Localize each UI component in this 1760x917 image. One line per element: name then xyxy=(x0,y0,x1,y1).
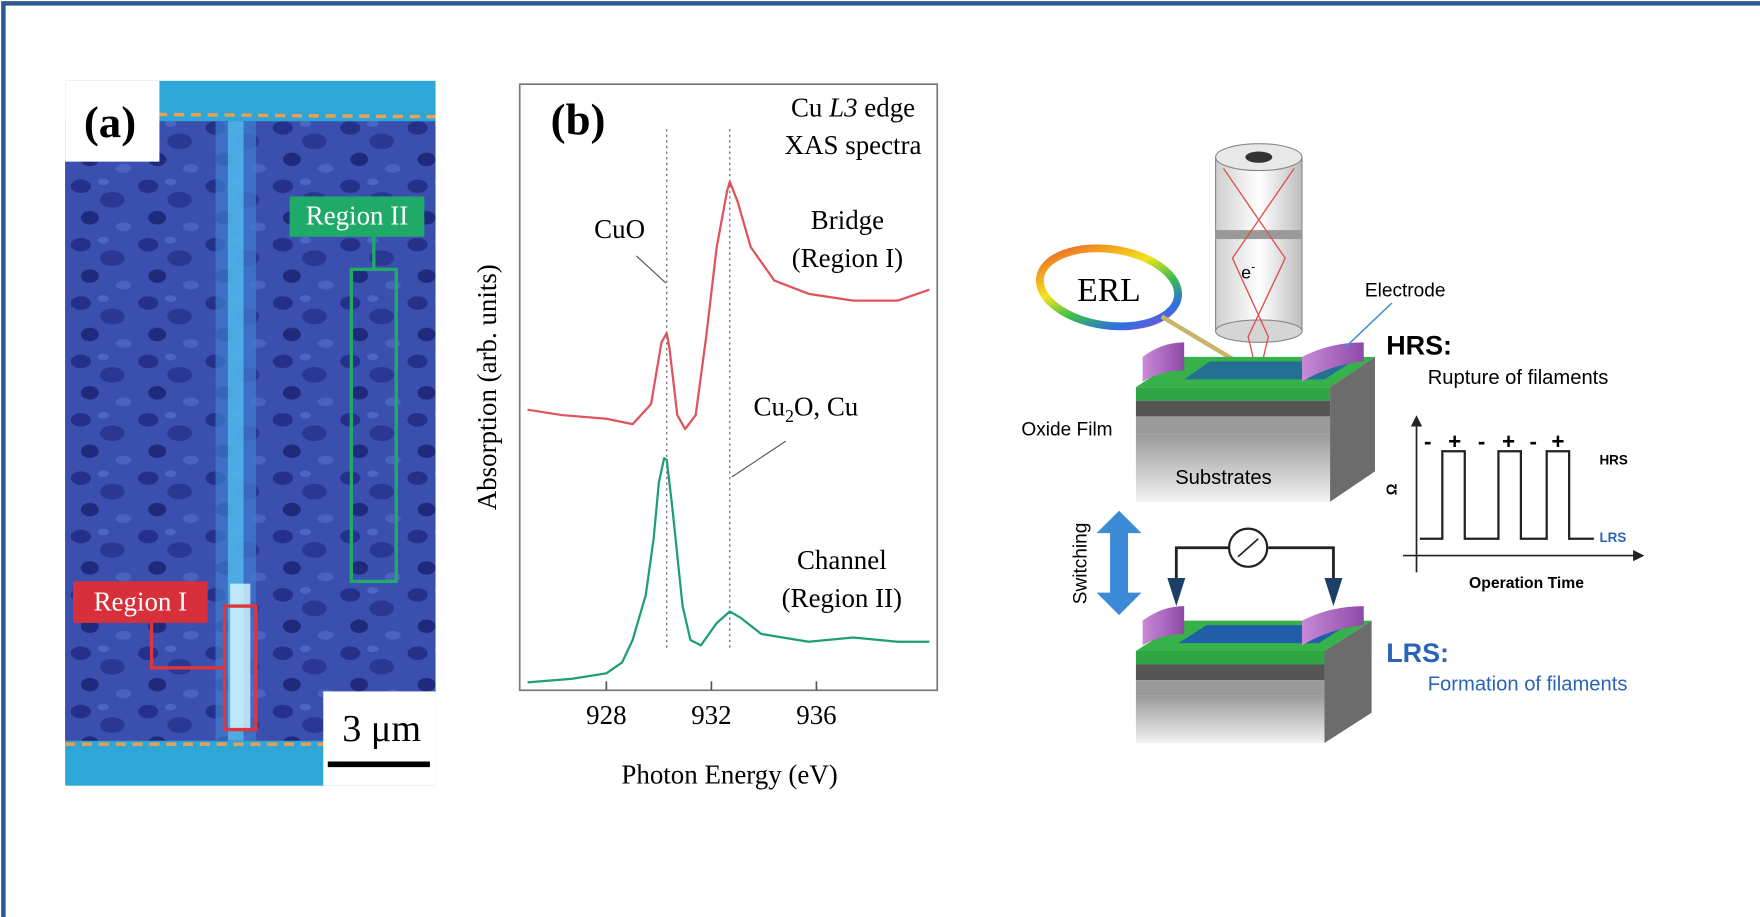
x-tick-label: 936 xyxy=(796,700,836,730)
oxide-label: Oxide Film xyxy=(1021,419,1112,440)
figure: (a) Region II Region I 3 μm (b) Cu L3 ed… xyxy=(0,0,1760,917)
pointer xyxy=(732,441,786,477)
column xyxy=(1216,157,1302,331)
lrs-text: Formation of filaments xyxy=(1428,673,1628,695)
sign: - xyxy=(1424,429,1431,454)
hrs-title: HRS: xyxy=(1386,331,1452,361)
sign: - xyxy=(1478,429,1485,454)
panel-label: (b) xyxy=(551,95,606,145)
y-axis-label: Absorption (arb. units) xyxy=(472,264,502,510)
source xyxy=(1245,152,1272,163)
graph-low-label: LRS xyxy=(1599,530,1626,545)
graph-y-label: Ω xyxy=(1384,483,1400,495)
annotation: Cu2O, Cu xyxy=(754,391,859,426)
graph-x-label: Operation Time xyxy=(1469,575,1584,592)
title-part: edge xyxy=(864,93,915,123)
probe xyxy=(1167,578,1185,606)
substrate-label: Substrates xyxy=(1175,467,1272,489)
title-part: L3 xyxy=(828,93,857,123)
annotation-part: O, Cu xyxy=(794,391,858,421)
pulse-trace xyxy=(1420,451,1594,539)
electron-part: - xyxy=(1251,259,1255,273)
page: { "panel_a": {"label": "(a)", "region_2"… xyxy=(0,0,1760,917)
electron-part: e xyxy=(1241,262,1251,282)
switching-arrow xyxy=(1097,511,1142,615)
wire xyxy=(1176,548,1229,590)
chart-subtitle: XAS spectra xyxy=(785,130,922,160)
erl-label: ERL xyxy=(1077,272,1141,309)
sign: + xyxy=(1448,429,1461,454)
film-layer xyxy=(1136,651,1325,664)
series-sublabel: (Region I) xyxy=(792,243,903,273)
panel-a: (a) Region II Region I 3 μm xyxy=(65,81,435,786)
axis-arrow xyxy=(1411,415,1422,426)
layer xyxy=(1136,664,1325,680)
film-layer xyxy=(1136,387,1330,400)
layer xyxy=(1136,416,1330,434)
graph-high-label: HRS xyxy=(1599,453,1627,468)
series-sublabel: (Region II) xyxy=(782,583,902,613)
x-tick-label: 928 xyxy=(586,700,626,730)
annotation: CuO xyxy=(594,214,645,244)
probe xyxy=(1324,578,1342,606)
series-label: Bridge xyxy=(811,205,884,235)
pointer xyxy=(636,256,665,283)
scale-label: 3 μm xyxy=(342,708,421,750)
series-label: Channel xyxy=(797,545,887,575)
annotation-part: 2 xyxy=(785,406,794,426)
annotation-part: Cu xyxy=(754,391,785,421)
sign: - xyxy=(1529,429,1536,454)
pointer xyxy=(1345,303,1392,348)
sign: + xyxy=(1502,429,1515,454)
layer xyxy=(1136,680,1325,696)
title-part: Cu xyxy=(791,93,822,123)
sign: + xyxy=(1551,429,1564,454)
boundary xyxy=(157,114,435,116)
lrs-title: LRS: xyxy=(1386,638,1449,668)
x-tick-label: 932 xyxy=(691,700,731,730)
substrate xyxy=(1136,696,1325,743)
hrs-text: Rupture of filaments xyxy=(1428,367,1609,389)
panel-b: (b) Cu L3 edge XAS spectra CuO Cu2O, Cu … xyxy=(472,84,937,789)
lens xyxy=(1216,230,1302,239)
axis-arrow xyxy=(1633,550,1644,561)
column-bottom xyxy=(1216,320,1302,342)
region-label: Region I xyxy=(94,587,187,617)
wire xyxy=(1268,548,1333,590)
schematic: e- ERL Electrode HRS: Rupture of filamen… xyxy=(1021,144,1644,743)
layer xyxy=(1136,401,1330,417)
chart-title: Cu L3 edge xyxy=(791,93,915,123)
electrode-label: Electrode xyxy=(1365,280,1446,301)
region-label: Region II xyxy=(306,200,408,230)
x-axis-label: Photon Energy (eV) xyxy=(621,759,837,789)
panel-label: (a) xyxy=(84,97,136,147)
switching-label: Switching xyxy=(1071,523,1092,605)
